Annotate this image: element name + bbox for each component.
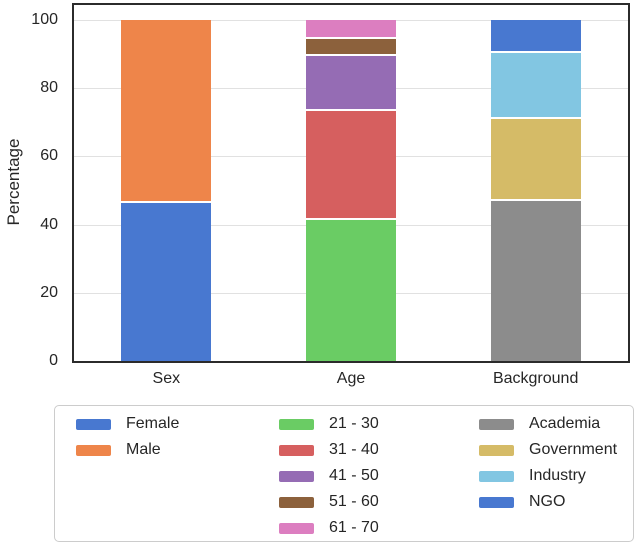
bar-segment-31-40 bbox=[306, 110, 396, 218]
legend-label: 41 - 50 bbox=[329, 467, 379, 484]
legend-item-government: Government bbox=[479, 437, 617, 463]
legend-swatch bbox=[479, 496, 514, 508]
bar-segment-male bbox=[121, 20, 212, 201]
y-tick-label: 60 bbox=[40, 147, 58, 165]
legend-item-female: Female bbox=[76, 411, 179, 437]
bar-segment-51-60 bbox=[306, 39, 396, 55]
bar-segment-industry bbox=[490, 52, 581, 118]
bar-segment-61-70 bbox=[306, 20, 396, 38]
y-axis-ticks: 0 20 40 60 80 100 bbox=[0, 0, 58, 370]
legend-swatch bbox=[479, 470, 514, 482]
bar-segment-female bbox=[121, 202, 212, 361]
legend-item-31-40: 31 - 40 bbox=[279, 437, 379, 463]
legend-swatch bbox=[76, 444, 111, 456]
legend-swatch bbox=[479, 418, 514, 430]
legend-label: Male bbox=[126, 441, 161, 458]
bar-sex bbox=[121, 5, 212, 361]
bar-segment-academia bbox=[490, 201, 581, 361]
legend-item-academia: Academia bbox=[479, 411, 617, 437]
y-tick-label: 40 bbox=[40, 215, 58, 233]
bar-age bbox=[306, 5, 396, 361]
x-tick-label-sex: Sex bbox=[152, 370, 181, 387]
legend-item-61-70: 61 - 70 bbox=[279, 515, 379, 541]
bar-segment-government bbox=[490, 119, 581, 200]
plot-area bbox=[72, 3, 630, 363]
legend-swatch bbox=[279, 444, 314, 456]
legend-item-industry: Industry bbox=[479, 463, 617, 489]
legend-swatch bbox=[76, 418, 111, 430]
legend-item-ngo: NGO bbox=[479, 489, 617, 515]
plot-inner bbox=[74, 5, 628, 361]
bar-segment-41-50 bbox=[306, 56, 396, 109]
legend-column: Academia Government Industry NGO bbox=[479, 411, 617, 515]
legend-item-41-50: 41 - 50 bbox=[279, 463, 379, 489]
bar-background bbox=[490, 5, 581, 361]
legend-swatch bbox=[279, 522, 314, 534]
legend-swatch bbox=[279, 470, 314, 482]
legend-label: NGO bbox=[529, 493, 566, 510]
legend-label: Government bbox=[529, 441, 618, 458]
legend-item-male: Male bbox=[76, 437, 179, 463]
legend-column: 21 - 30 31 - 40 41 - 50 51 - 60 61 - 70 bbox=[279, 411, 379, 541]
legend-item-21-30: 21 - 30 bbox=[279, 411, 379, 437]
legend-label: Female bbox=[126, 415, 180, 432]
legend-label: Academia bbox=[529, 415, 601, 432]
legend-label: 51 - 60 bbox=[329, 493, 379, 510]
y-tick-label: 20 bbox=[40, 283, 58, 301]
y-tick-label: 80 bbox=[40, 79, 58, 97]
legend-label: Industry bbox=[529, 467, 586, 484]
legend-column: Female Male bbox=[76, 411, 179, 463]
bar-segment-ngo bbox=[490, 20, 581, 51]
legend-swatch bbox=[479, 444, 514, 456]
legend-swatch bbox=[279, 418, 314, 430]
legend-label: 61 - 70 bbox=[329, 519, 379, 536]
y-tick-label: 100 bbox=[31, 11, 58, 28]
bar-segment-21-30 bbox=[306, 219, 396, 361]
x-tick-label-background: Background bbox=[492, 370, 579, 387]
x-tick-label-age: Age bbox=[336, 370, 366, 387]
x-axis-ticks: Sex Age Background bbox=[74, 370, 628, 394]
legend-label: 31 - 40 bbox=[329, 441, 379, 458]
legend-item-51-60: 51 - 60 bbox=[279, 489, 379, 515]
y-tick-label: 0 bbox=[49, 352, 58, 369]
legend-swatch bbox=[279, 496, 314, 508]
legend-label: 21 - 30 bbox=[329, 415, 379, 432]
legend: Female Male 21 - 30 31 - 40 41 - 50 51 - 60 61… bbox=[54, 405, 634, 542]
